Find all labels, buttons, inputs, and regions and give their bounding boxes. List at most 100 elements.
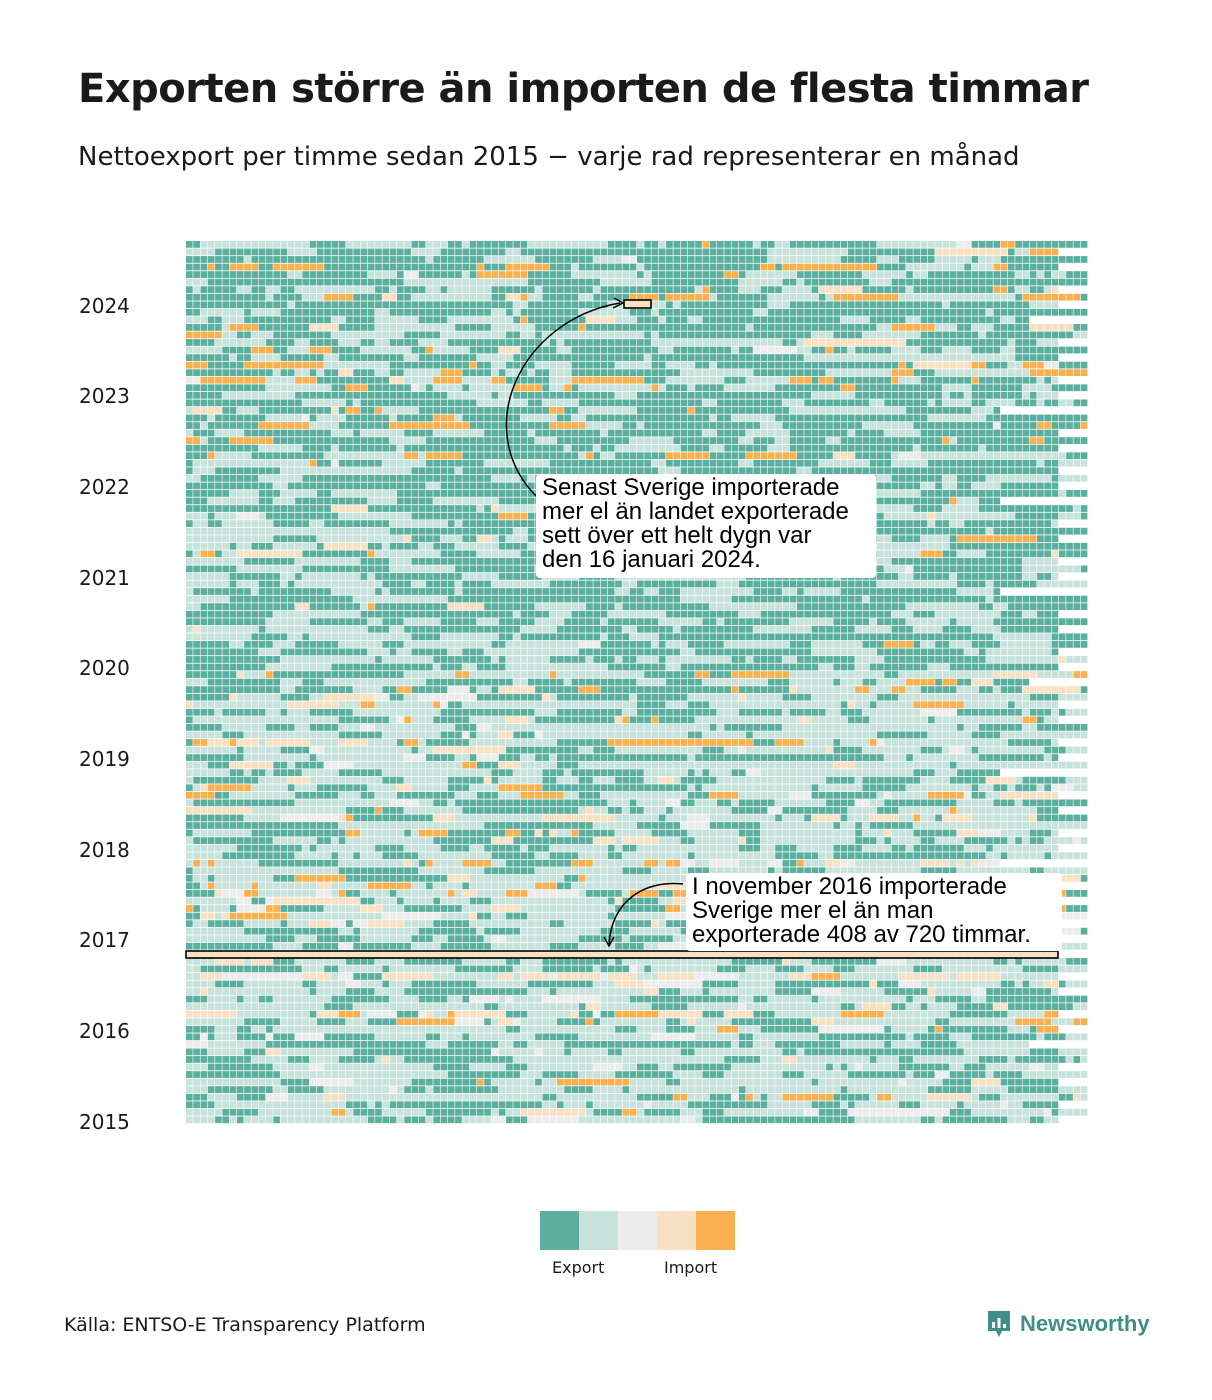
heatmap-cell (797, 407, 804, 414)
heatmap-cell (775, 316, 782, 324)
heatmap-cell (978, 286, 986, 294)
heatmap-cell (404, 293, 411, 301)
heatmap-cell (309, 535, 317, 543)
heatmap-cell (942, 331, 950, 339)
heatmap-cell (542, 339, 550, 346)
heatmap-cell (818, 248, 826, 256)
heatmap-cell (586, 407, 593, 414)
heatmap-cell (309, 369, 317, 377)
heatmap-cell (840, 384, 848, 392)
heatmap-cell (215, 505, 222, 512)
heatmap-cell (855, 429, 862, 437)
heatmap-cell (702, 369, 710, 377)
heatmap-cell (498, 437, 506, 444)
heatmap-cell (927, 293, 935, 301)
heatmap-cell (396, 407, 404, 414)
heatmap-cell (644, 248, 651, 256)
heatmap-cell (469, 263, 477, 271)
heatmap-cell (324, 271, 331, 278)
heatmap-cell (1007, 535, 1015, 543)
heatmap-cell (542, 452, 550, 460)
heatmap-cell (884, 535, 891, 543)
heatmap-cell (455, 346, 462, 354)
heatmap-cell (316, 354, 324, 361)
heatmap-cell (949, 452, 957, 460)
heatmap-cell (367, 482, 375, 490)
heatmap-cell (709, 437, 717, 444)
heatmap-cell (360, 542, 368, 550)
heatmap-cell (993, 452, 1001, 460)
heatmap-cell (898, 248, 906, 256)
heatmap-cell (506, 278, 513, 286)
heatmap-cell (695, 308, 702, 316)
heatmap-cell (993, 316, 1001, 324)
heatmap-cell (455, 520, 462, 527)
heatmap-cell (986, 339, 993, 346)
heatmap-cell (746, 271, 753, 278)
heatmap-cell (891, 248, 899, 256)
heatmap-cell (607, 414, 615, 422)
heatmap-cell (273, 316, 280, 324)
heatmap-cell (855, 391, 862, 399)
heatmap-cell (586, 459, 593, 467)
heatmap-cell (622, 263, 630, 271)
heatmap-cell (1080, 324, 1088, 331)
heatmap-cell (520, 324, 528, 331)
heatmap-cell (869, 399, 877, 407)
heatmap-cell (782, 399, 790, 407)
heatmap-cell (556, 241, 564, 248)
heatmap-cell (222, 263, 230, 271)
heatmap-cell (346, 271, 353, 278)
heatmap-cell (273, 444, 280, 452)
heatmap-cell (338, 399, 346, 407)
heatmap-cell (280, 444, 288, 452)
heatmap-cell (797, 391, 804, 399)
heatmap-cell (898, 271, 906, 278)
heatmap-cell (404, 505, 411, 512)
heatmap-cell (1066, 437, 1073, 444)
heatmap-cell (302, 459, 310, 467)
heatmap-cell (767, 407, 775, 414)
heatmap-cell (484, 263, 491, 271)
heatmap-cell (804, 346, 811, 354)
heatmap-cell (986, 346, 993, 354)
heatmap-cell (382, 414, 390, 422)
heatmap-cell (986, 467, 993, 475)
heatmap-cell (586, 271, 593, 278)
heatmap-cell (935, 482, 942, 490)
heatmap-cell (236, 512, 244, 520)
heatmap-cell (724, 278, 731, 286)
heatmap-cell (986, 316, 993, 324)
heatmap-cell (986, 241, 993, 248)
heatmap-cell (564, 391, 571, 399)
heatmap-cell (906, 482, 913, 490)
heatmap-cell (927, 263, 935, 271)
heatmap-cell (615, 346, 622, 354)
heatmap-cell (273, 437, 280, 444)
heatmap-cell (316, 444, 324, 452)
heatmap-cell (971, 384, 979, 392)
heatmap-cell (353, 505, 360, 512)
heatmap-cell (236, 422, 244, 429)
heatmap-cell (535, 263, 542, 271)
heatmap-cell (964, 505, 972, 512)
heatmap-cell (287, 422, 295, 429)
heatmap-cell (302, 452, 310, 460)
heatmap-cell (476, 286, 484, 294)
heatmap-cell (1007, 482, 1015, 490)
heatmap-cell (913, 535, 921, 543)
heatmap-cell (935, 256, 942, 263)
heatmap-cell (193, 339, 200, 346)
heatmap-cell (891, 467, 899, 475)
heatmap-cell (447, 361, 455, 369)
heatmap-cell (498, 293, 506, 301)
heatmap-cell (869, 369, 877, 377)
heatmap-cell (826, 248, 833, 256)
heatmap-cell (753, 422, 761, 429)
heatmap-cell (978, 459, 986, 467)
heatmap-cell (826, 369, 833, 377)
heatmap-cell (491, 542, 499, 550)
heatmap-cell (767, 308, 775, 316)
heatmap-cell (331, 512, 339, 520)
heatmap-cell (244, 535, 251, 543)
